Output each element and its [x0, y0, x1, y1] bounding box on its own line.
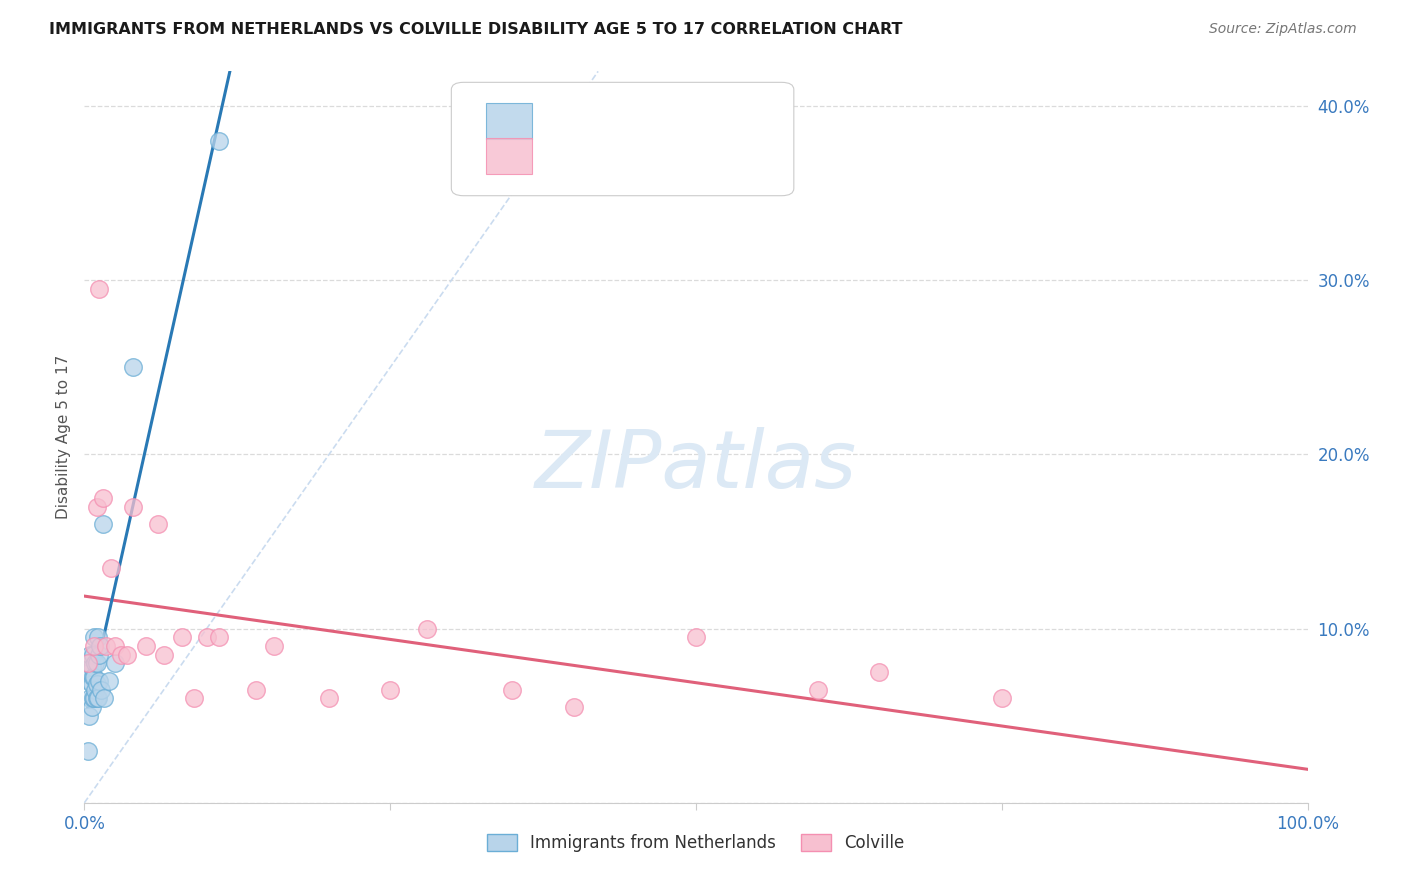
- Point: [87, 673, 110, 688]
- Point: [91, 491, 114, 505]
- Text: N = 32: N = 32: [669, 112, 737, 129]
- Point: [83, 631, 105, 645]
- Point: [80, 660, 103, 674]
- Y-axis label: Disability Age 5 to 17: Disability Age 5 to 17: [56, 355, 72, 519]
- Point: [87, 691, 110, 706]
- FancyBboxPatch shape: [451, 82, 794, 195]
- Point: [122, 360, 145, 375]
- Point: [991, 691, 1014, 706]
- Point: [869, 665, 891, 680]
- Legend: Immigrants from Netherlands, Colville: Immigrants from Netherlands, Colville: [478, 825, 914, 860]
- Point: [208, 631, 231, 645]
- FancyBboxPatch shape: [485, 137, 531, 174]
- Point: [79, 665, 101, 680]
- Point: [90, 682, 112, 697]
- Point: [84, 657, 107, 671]
- Point: [208, 134, 231, 148]
- Text: N = 29: N = 29: [669, 146, 737, 165]
- Point: [82, 670, 104, 684]
- Point: [807, 682, 830, 697]
- Point: [86, 677, 108, 691]
- Text: R = -0.284: R = -0.284: [547, 146, 644, 165]
- Point: [245, 682, 267, 697]
- Point: [89, 639, 111, 653]
- Point: [96, 639, 118, 653]
- Point: [97, 673, 120, 688]
- Point: [83, 691, 105, 706]
- Point: [110, 648, 132, 662]
- Point: [80, 677, 103, 691]
- Point: [380, 682, 402, 697]
- Point: [153, 648, 176, 662]
- Text: IMMIGRANTS FROM NETHERLANDS VS COLVILLE DISABILITY AGE 5 TO 17 CORRELATION CHART: IMMIGRANTS FROM NETHERLANDS VS COLVILLE …: [49, 22, 903, 37]
- Point: [104, 657, 127, 671]
- Point: [84, 682, 107, 697]
- Point: [104, 639, 127, 653]
- Point: [146, 517, 169, 532]
- Point: [100, 560, 122, 574]
- Point: [82, 691, 104, 706]
- Point: [318, 691, 340, 706]
- Point: [83, 639, 105, 653]
- Point: [79, 691, 101, 706]
- Point: [135, 639, 157, 653]
- Point: [195, 631, 218, 645]
- Point: [502, 682, 524, 697]
- Point: [416, 622, 439, 636]
- Point: [87, 648, 110, 662]
- Text: R =  0.269: R = 0.269: [547, 112, 643, 129]
- Point: [77, 673, 100, 688]
- Point: [87, 631, 110, 645]
- Point: [86, 691, 108, 706]
- Point: [685, 631, 707, 645]
- Point: [91, 517, 114, 532]
- Point: [172, 631, 194, 645]
- Point: [183, 691, 205, 706]
- Point: [122, 500, 145, 514]
- Point: [77, 657, 100, 671]
- Point: [86, 500, 108, 514]
- Point: [93, 691, 115, 706]
- Point: [115, 648, 138, 662]
- Point: [562, 700, 585, 714]
- FancyBboxPatch shape: [485, 103, 531, 138]
- Point: [86, 657, 108, 671]
- Point: [80, 700, 103, 714]
- Point: [87, 282, 110, 296]
- Point: [77, 743, 100, 757]
- Point: [79, 648, 101, 662]
- Point: [83, 670, 105, 684]
- Text: Source: ZipAtlas.com: Source: ZipAtlas.com: [1209, 22, 1357, 37]
- Text: ZIPatlas: ZIPatlas: [534, 427, 858, 506]
- Point: [263, 639, 285, 653]
- Point: [77, 708, 100, 723]
- Point: [82, 648, 104, 662]
